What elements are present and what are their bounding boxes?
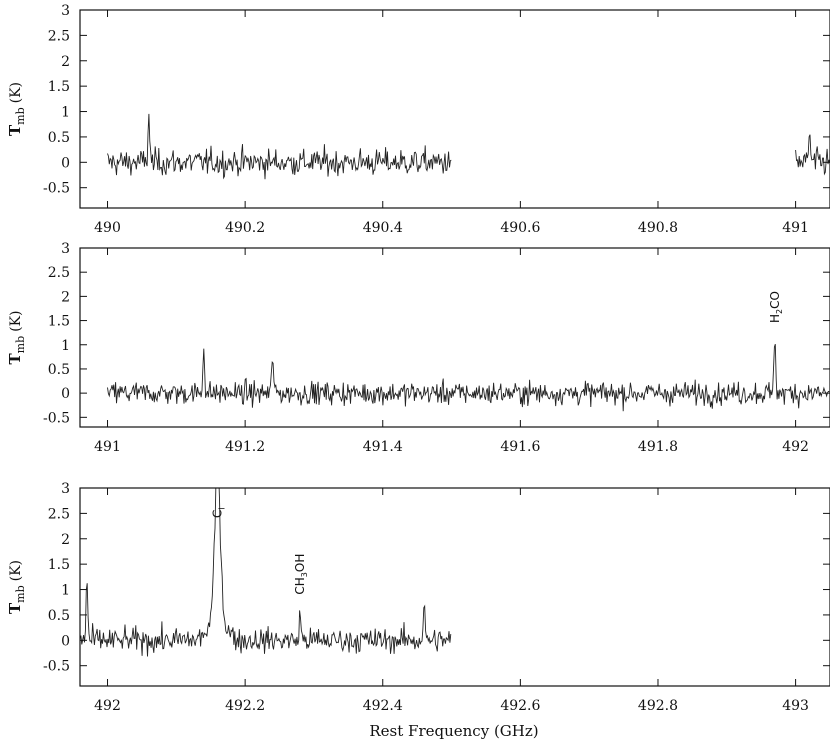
x-tick-label: 491 [94, 439, 121, 455]
x-tick-label: 492.6 [500, 698, 540, 714]
plot-frame [79, 247, 830, 428]
y-axis-label: Tmb(K) [6, 310, 27, 364]
y-tick-label: 2.5 [48, 506, 70, 522]
x-axis-label: Rest Frequency (GHz) [369, 722, 538, 740]
plot-frame [79, 487, 830, 687]
y-tick-label: 3 [61, 3, 70, 19]
spectrum-panel-1: -0.5 0 0.5 1 1.5 2 2.5 3 490 490.2 490.4 490.6 490.8… [6, 3, 830, 236]
spectrum-trace [795, 134, 830, 176]
x-tick-label: 491.6 [500, 439, 540, 455]
y-axis-label: Tmb(K) [6, 560, 27, 614]
y-tick-label: 3 [61, 241, 70, 257]
x-tick-label: 490.4 [363, 220, 403, 236]
y-axis-label: Tmb(K) [6, 82, 27, 136]
x-tick-label: 491.4 [363, 439, 403, 455]
y-tick-label: 2.5 [48, 265, 70, 281]
x-tick-label: 492.8 [638, 698, 678, 714]
x-tick-label: 492 [94, 698, 121, 714]
y-tick-label: -0.5 [43, 181, 70, 197]
spectrum-trace [107, 113, 452, 180]
x-tick-label: 490 [94, 220, 121, 236]
y-tick-label: 2 [61, 289, 70, 305]
y-tick-label: 1 [61, 583, 70, 599]
x-tick-label: 491.2 [225, 439, 265, 455]
line-annotation: H2CO [768, 291, 784, 323]
y-tick-label: 1.5 [48, 314, 70, 330]
y-tick-label: 1.5 [48, 79, 70, 95]
y-tick-label: 0 [61, 155, 70, 171]
y-tick-label: 1 [61, 338, 70, 354]
y-tick-label: -0.5 [43, 659, 70, 675]
line-annotation: CI [211, 507, 227, 518]
y-tick-label: 2.5 [48, 28, 70, 44]
x-tick-label: 492.4 [363, 698, 403, 714]
y-tick-label: 3 [61, 481, 70, 497]
y-tick-label: 1.5 [48, 557, 70, 573]
y-tick-label: 2 [61, 532, 70, 548]
x-tick-label: 490.6 [500, 220, 540, 236]
x-tick-label: 493 [782, 698, 809, 714]
spectrum-panel-3: -0.5 0 0.5 1 1.5 2 2.5 3 492 492.2 492.4 492.6 492.8… [6, 481, 830, 714]
spectrum-trace [107, 343, 830, 412]
x-tick-label: 491 [782, 220, 809, 236]
x-tick-label: 491.8 [638, 439, 678, 455]
spectrum-panel-2: -0.5 0 0.5 1 1.5 2 2.5 3 491 491.2 491.4 491.6 491.8… [6, 241, 830, 455]
spectrum-trace [80, 488, 452, 657]
x-tick-label: 490.2 [225, 220, 265, 236]
x-tick-label: 490.8 [638, 220, 678, 236]
y-tick-label: 2 [61, 54, 70, 70]
x-tick-label: 492 [782, 439, 809, 455]
x-tick-label: 492.2 [225, 698, 265, 714]
y-tick-label: 0.5 [48, 608, 70, 624]
line-annotation: CH3OH [293, 554, 309, 595]
y-tick-label: 0.5 [48, 362, 70, 378]
y-tick-label: -0.5 [43, 410, 70, 426]
y-tick-label: 0 [61, 386, 70, 402]
y-tick-label: 0.5 [48, 130, 70, 146]
y-tick-label: 0 [61, 633, 70, 649]
y-tick-label: 1 [61, 105, 70, 121]
plot-frame [79, 9, 830, 209]
